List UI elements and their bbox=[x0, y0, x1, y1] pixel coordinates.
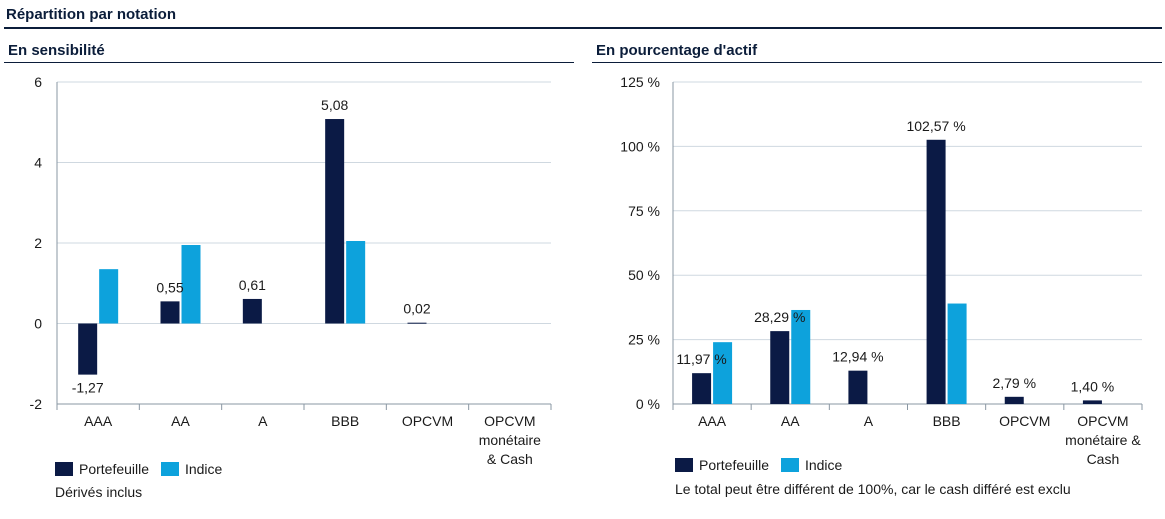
y-tick-label: 125 % bbox=[620, 74, 660, 90]
y-tick-label: 100 % bbox=[620, 138, 660, 154]
title-divider bbox=[4, 27, 1162, 29]
bar-portefeuille-1 bbox=[692, 373, 712, 404]
legend-item-indice: Indice bbox=[160, 461, 223, 477]
x-tick-label: OPCVM monétaire & Cash bbox=[479, 413, 541, 467]
legend-actif: Portefeuille Indice bbox=[675, 457, 850, 473]
legend-swatch-portefeuille bbox=[675, 458, 693, 472]
y-tick-label: 0 % bbox=[636, 396, 660, 412]
chart-note-actif: Le total peut être différent de 100%, ca… bbox=[675, 481, 1071, 497]
x-tick-label: OPCVM bbox=[999, 413, 1050, 429]
chart-sensibilite: 6 4 2 0 -2 -1,27 AAA 0,55 AA 0,61 A 5,08 BBB 0,02 OPCV… bbox=[30, 74, 552, 467]
data-label: 102,57 % bbox=[906, 118, 965, 134]
y-tick-label: 4 bbox=[34, 155, 42, 171]
bar-portefeuille-2 bbox=[770, 331, 790, 404]
y-tick-label: -2 bbox=[30, 396, 43, 412]
legend-label-indice: Indice bbox=[184, 461, 223, 477]
chart-note-sensibilite: Dérivés inclus bbox=[55, 484, 143, 500]
legend-sensibilite: Portefeuille Indice bbox=[55, 461, 230, 477]
legend-swatch-portefeuille bbox=[55, 462, 73, 476]
data-label: 12,94 % bbox=[832, 349, 883, 365]
y-tick-label: 6 bbox=[34, 74, 42, 90]
bar-portefeuille-3 bbox=[242, 298, 262, 324]
legend-item-indice: Indice bbox=[780, 457, 843, 473]
legend-label-portefeuille: Portefeuille bbox=[699, 457, 770, 473]
bar-indice-2 bbox=[791, 309, 811, 404]
data-label: 1,40 % bbox=[1071, 378, 1115, 394]
data-label: 5,08 bbox=[321, 97, 348, 113]
legend-swatch-indice bbox=[160, 462, 179, 476]
legend-item-portefeuille: Portefeuille bbox=[55, 461, 153, 477]
bar-indice-1 bbox=[99, 269, 119, 324]
x-tick-label: OPCVM bbox=[402, 413, 453, 429]
y-tick-label: 2 bbox=[34, 235, 42, 251]
data-label: 0,02 bbox=[403, 301, 430, 317]
bar-indice-1 bbox=[713, 342, 733, 404]
bar-indice-4 bbox=[947, 303, 967, 404]
data-label: 2,79 % bbox=[992, 375, 1036, 391]
bar-portefeuille-4 bbox=[325, 119, 345, 324]
data-label: -1,27 bbox=[72, 380, 104, 396]
legend-label-indice: Indice bbox=[804, 457, 843, 473]
y-tick-label: 25 % bbox=[628, 332, 660, 348]
bar-portefeuille-3 bbox=[848, 370, 868, 404]
y-tick-label: 75 % bbox=[628, 203, 660, 219]
bar-indice-4 bbox=[346, 240, 366, 324]
x-tick-label: AAA bbox=[698, 413, 727, 429]
x-tick-label: BBB bbox=[933, 413, 961, 429]
data-label: 11,97 % bbox=[676, 351, 726, 367]
bar-portefeuille-5 bbox=[1004, 396, 1024, 404]
x-tick-label: AA bbox=[171, 413, 190, 429]
data-label: 28,29 % bbox=[754, 309, 805, 325]
bar-portefeuille-4 bbox=[926, 139, 946, 405]
chart-divider-sensibilite bbox=[4, 62, 574, 63]
x-tick-label: A bbox=[864, 413, 874, 429]
chart-title-actif: En pourcentage d'actif bbox=[596, 42, 758, 59]
x-tick-label: OPCVM monétaire & Cash bbox=[1065, 413, 1141, 467]
y-tick-label: 50 % bbox=[628, 267, 660, 283]
y-tick-label: 0 bbox=[34, 316, 42, 332]
x-tick-label: AA bbox=[781, 413, 800, 429]
chart-divider-actif bbox=[592, 62, 1162, 63]
bar-portefeuille-2 bbox=[160, 301, 180, 324]
bar-portefeuille-6 bbox=[1082, 400, 1102, 404]
bar-indice-2 bbox=[181, 245, 201, 324]
bar-portefeuille-1 bbox=[78, 323, 98, 375]
legend-swatch-indice bbox=[780, 458, 799, 472]
legend-label-portefeuille: Portefeuille bbox=[79, 461, 150, 477]
x-tick-label: A bbox=[258, 413, 268, 429]
x-tick-label: BBB bbox=[331, 413, 359, 429]
page-title: Répartition par notation bbox=[6, 6, 176, 23]
x-tick-label: AAA bbox=[84, 413, 113, 429]
chart-title-sensibilite: En sensibilité bbox=[8, 42, 105, 59]
bar-portefeuille-5 bbox=[407, 322, 427, 324]
data-label: 0,61 bbox=[239, 277, 266, 293]
legend-item-portefeuille: Portefeuille bbox=[675, 457, 773, 473]
data-label: 0,55 bbox=[156, 279, 183, 295]
